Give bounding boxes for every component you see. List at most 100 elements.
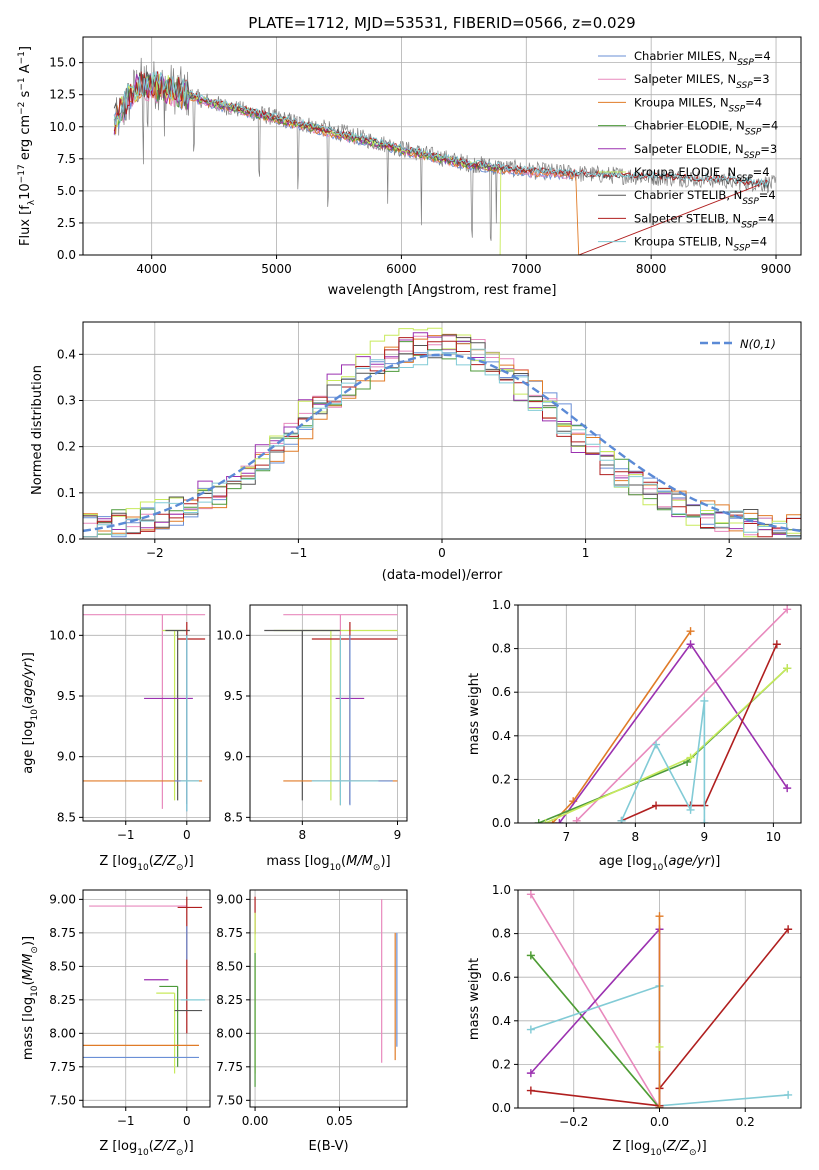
weight-marker-kroupa-miles: [686, 627, 695, 636]
x-tick-label: 7: [562, 830, 570, 844]
legend-entry-chabrier-stelib: Chabrier STELIB, NSSP=4: [634, 188, 776, 207]
weight-marker-kroupa-elodie: [541, 819, 550, 823]
axes-frame: [249, 889, 408, 1108]
weight-marker-kroupa-elodie: [686, 753, 695, 762]
axes-frame: [82, 36, 802, 256]
x-axis-label: (data-model)/error: [382, 568, 503, 583]
x-tick-label: 4000: [136, 262, 167, 276]
x-tick-label: −1: [117, 828, 135, 842]
x-tick-label: 2: [725, 546, 733, 560]
axes-frame: [249, 604, 408, 822]
y-tick-label: 9.5: [57, 689, 76, 703]
x-tick-label: 0: [183, 1114, 191, 1128]
y-tick-label: 0.0: [57, 532, 76, 546]
x-tick-label: 0.00: [242, 1114, 269, 1128]
y-tick-label: 8.75: [49, 926, 76, 940]
age-vs-Z-axes: −1 0 8.5 9.0 9.5 10.0: [49, 604, 211, 842]
weight-line-chabrier-elodie: [530, 954, 661, 1108]
x-tick-label: 9000: [761, 262, 792, 276]
y-tick-label: 5.0: [57, 184, 76, 198]
axes-frame: [82, 889, 211, 1108]
weight-marker-chabrier-elodie: [534, 819, 543, 823]
legend-entry-chabrier-miles: Chabrier MILES, NSSP=4: [634, 49, 771, 68]
y-tick-label: 8.00: [49, 1026, 76, 1040]
errorbar-point-chabrier-elodie: [159, 985, 179, 1067]
x-tick-label: 0.0: [650, 1115, 669, 1129]
x-tick-label: 8: [299, 828, 307, 842]
y-tick-label: 0.6: [492, 685, 511, 699]
y-tick-label: 0.4: [492, 1014, 511, 1028]
x-tick-label: 0: [438, 546, 446, 560]
weight-marker-salpeter-elodie: [526, 1069, 535, 1078]
weight-marker-chabrier-elodie: [526, 951, 535, 960]
mass-vs-EBV-plot-area: [254, 896, 398, 1087]
y-tick-label: 9.5: [224, 689, 243, 703]
y-tick-label: 7.50: [216, 1093, 243, 1107]
x-tick-label: 0.2: [736, 1115, 755, 1129]
y-tick-label: 8.50: [216, 959, 243, 973]
y-tick-label: 0.8: [492, 927, 511, 941]
weight-marker-kroupa-stelib: [686, 805, 695, 814]
age-vs-mass-plot-area: [264, 614, 398, 806]
weight-marker-kroupa-stelib: [700, 696, 709, 705]
x-axis-label: mass [log10(M/M⊙)]: [266, 854, 390, 873]
x-tick-label: 9: [701, 830, 709, 844]
weight-marker-kroupa-stelib: [617, 816, 626, 823]
spectrum-axes: 4000 5000 6000 7000 8000 9000 0.0 2.5 5.0 7.5 10.0…: [49, 36, 802, 276]
weight-marker-salpeter-stelib: [652, 801, 661, 810]
age-vs-mass-axes: 8 9 8.5 9.0 9.5 10.0: [216, 604, 408, 842]
errorbar-point-salpeter-miles: [83, 614, 206, 809]
x-tick-label: −1: [290, 546, 308, 560]
errorbar-point-salpeter-stelib: [177, 621, 206, 805]
legend: Chabrier MILES, NSSP=4 Salpeter MILES, NS…: [598, 49, 778, 254]
weight-marker-kroupa-miles: [655, 1104, 664, 1108]
weight-marker-salpeter-miles: [526, 890, 535, 899]
legend-entry-salpeter-miles: Salpeter MILES, NSSP=3: [634, 72, 770, 91]
y-axis-label: mass weight: [467, 958, 482, 1040]
x-tick-label: −1: [117, 1114, 135, 1128]
errorbar-point-salpeter-stelib: [177, 896, 203, 1034]
weight-marker-salpeter-stelib: [784, 925, 793, 934]
y-tick-label: 8.25: [49, 993, 76, 1007]
legend-entry-kroupa-stelib: Kroupa STELIB, NSSP=4: [634, 235, 767, 254]
y-tick-label: 15.0: [49, 56, 76, 70]
weight-marker-kroupa-stelib: [652, 740, 661, 749]
weight-marker-kroupa-stelib: [784, 1090, 793, 1099]
y-axis-label: Normed distribution: [30, 365, 45, 495]
weight-vs-Z-plot-area: [526, 890, 793, 1108]
errorbar-point-chabrier-stelib: [165, 629, 190, 801]
x-axis-label: Z [log10(Z/Z⊙)]: [612, 1139, 706, 1158]
y-tick-label: 12.5: [49, 88, 76, 102]
errorbar-point-kroupa-elodie: [162, 629, 187, 801]
y-axis-label: age [log10(age/yr)]: [21, 652, 40, 774]
y-tick-label: 7.50: [49, 1093, 76, 1107]
x-tick-label: 1: [582, 546, 590, 560]
x-tick-label: 0.05: [326, 1114, 353, 1128]
weight-line-salpeter-miles: [576, 608, 788, 822]
y-tick-label: 8.50: [49, 959, 76, 973]
y-tick-label: 0.1: [57, 486, 76, 500]
y-tick-label: 8.00: [216, 1026, 243, 1040]
y-tick-label: 0.0: [57, 248, 76, 262]
errorbar-point-kroupa-elodie: [273, 629, 398, 801]
y-tick-label: 10.0: [49, 628, 76, 642]
chart-title: PLATE=1712, MJD=53531, FIBERID=0566, z=0…: [248, 14, 635, 32]
y-axis-label: Flux [fλ10−17 erg cm−2 s−1 A−1]: [17, 46, 37, 246]
weight-marker-kroupa-stelib: [526, 1025, 535, 1034]
weight-marker-salpeter-miles: [572, 816, 581, 823]
y-tick-label: 0.2: [492, 772, 511, 786]
weight-marker-kroupa-elodie: [783, 664, 792, 673]
y-tick-label: 9.00: [216, 892, 243, 906]
x-tick-label: 9: [394, 828, 402, 842]
x-axis-label: age [log10(age/yr)]: [599, 854, 721, 873]
y-tick-label: 0.2: [492, 1057, 511, 1071]
x-axis-label: Z [log10(Z/Z⊙)]: [99, 1139, 193, 1158]
weight-line-salpeter-stelib: [621, 643, 778, 822]
y-tick-label: 8.5: [224, 810, 243, 824]
y-tick-label: 10.0: [49, 120, 76, 134]
normal-distribution-curve: [83, 353, 801, 533]
y-axis-label: mass weight: [467, 673, 482, 755]
y-tick-label: 7.75: [49, 1060, 76, 1074]
model-line-kroupa-stelib: [113, 71, 770, 188]
